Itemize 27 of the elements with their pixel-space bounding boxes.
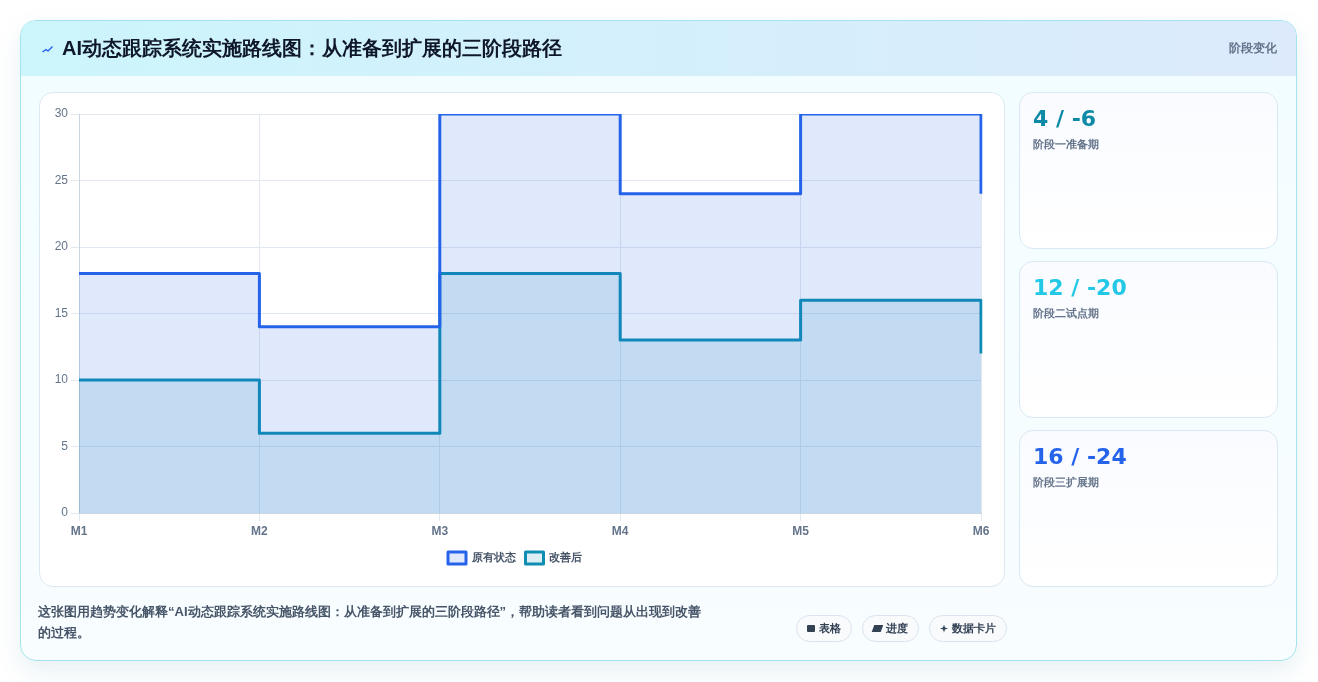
x-tick-label: M2: [251, 523, 269, 538]
text: 阶段二试点期: [1033, 306, 1099, 321]
x-tick-label: M5: [792, 523, 810, 538]
x-tick-label: M3: [431, 523, 449, 538]
y-tick-label: 25: [54, 172, 69, 187]
text: 这张图用趋势变化解释“AI动态跟踪系统实施路线图：从准备到扩展的三阶段路径”，帮助读者看到问题从出现到改善的过程。: [38, 603, 702, 642]
y-tick-label: 10: [54, 372, 69, 387]
text: 表格: [819, 621, 841, 636]
text: 12 / -20: [1033, 274, 1127, 302]
x-tick-label: M6: [972, 523, 990, 538]
legend-label: 改善后: [549, 551, 582, 564]
text: 4 / -6: [1033, 105, 1097, 133]
legend-label: 原有状态: [470, 551, 517, 564]
y-tick-label: 30: [54, 106, 69, 121]
text: 阶段三扩展期: [1033, 475, 1099, 490]
text: 阶段一准备期: [1033, 137, 1099, 152]
y-tick-label: 5: [61, 438, 69, 453]
text: 进度: [886, 621, 908, 636]
y-tick-label: 20: [54, 239, 69, 254]
y-tick-label: 15: [54, 305, 69, 320]
text: 数据卡片: [952, 621, 996, 636]
x-tick-label: M4: [611, 523, 629, 538]
text: 16 / -24: [1033, 443, 1127, 471]
x-tick-label: M1: [70, 523, 88, 538]
y-tick-label: 0: [61, 505, 69, 520]
text: 阶段变化: [1229, 40, 1277, 56]
chart-title: AI动态跟踪系统实施路线图：从准备到扩展的三阶段路径: [62, 36, 562, 61]
